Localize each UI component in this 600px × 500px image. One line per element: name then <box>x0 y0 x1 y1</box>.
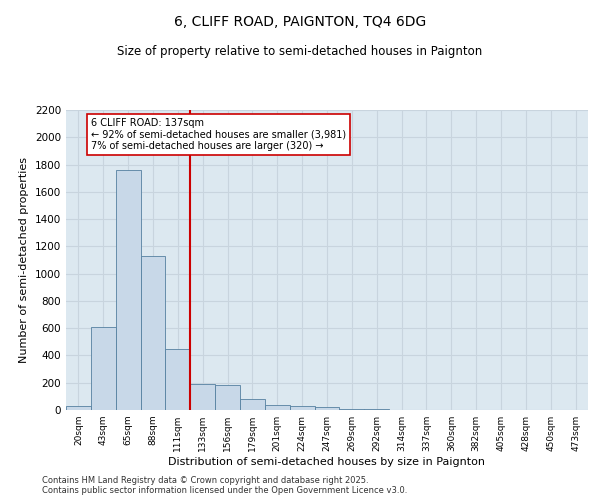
Text: Size of property relative to semi-detached houses in Paignton: Size of property relative to semi-detach… <box>118 45 482 58</box>
Bar <box>116 170 140 410</box>
Bar <box>66 406 91 410</box>
Text: 6 CLIFF ROAD: 137sqm
← 92% of semi-detached houses are smaller (3,981)
7% of sem: 6 CLIFF ROAD: 137sqm ← 92% of semi-detac… <box>91 118 346 152</box>
Bar <box>215 385 240 410</box>
Bar <box>91 327 116 410</box>
Bar <box>140 256 166 410</box>
Bar <box>340 408 364 410</box>
Bar <box>290 406 314 410</box>
Bar <box>265 404 290 410</box>
Text: Contains HM Land Registry data © Crown copyright and database right 2025.
Contai: Contains HM Land Registry data © Crown c… <box>42 476 407 495</box>
Bar <box>240 399 265 410</box>
Bar <box>190 384 215 410</box>
Y-axis label: Number of semi-detached properties: Number of semi-detached properties <box>19 157 29 363</box>
Text: 6, CLIFF ROAD, PAIGNTON, TQ4 6DG: 6, CLIFF ROAD, PAIGNTON, TQ4 6DG <box>174 15 426 29</box>
Bar <box>166 348 190 410</box>
Bar <box>314 408 340 410</box>
X-axis label: Distribution of semi-detached houses by size in Paignton: Distribution of semi-detached houses by … <box>169 457 485 467</box>
